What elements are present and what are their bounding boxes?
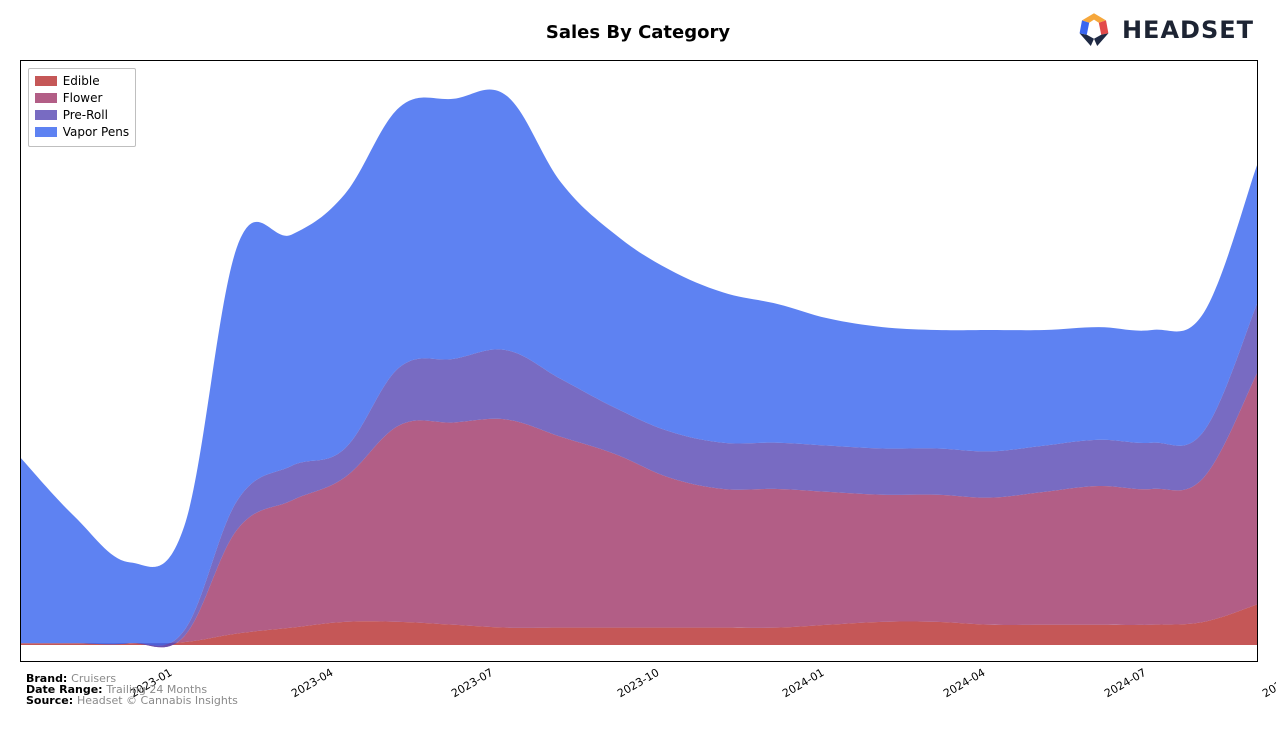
x-tick-label: 2023-07 [449, 666, 495, 700]
area-chart-svg [21, 61, 1257, 661]
legend-label: Edible [63, 73, 100, 90]
x-tick-label: 2023-04 [289, 666, 335, 700]
legend-swatch [35, 93, 57, 103]
headset-logo-text: HEADSET [1122, 16, 1254, 44]
chart-canvas: { "title": "Sales By Category", "title_f… [0, 0, 1276, 743]
legend-swatch [35, 127, 57, 137]
meta-line: Source: Headset © Cannabis Insights [26, 694, 238, 707]
legend-label: Vapor Pens [63, 124, 129, 141]
x-tick-label: 2024-04 [941, 666, 987, 700]
legend-item-pre-roll: Pre-Roll [35, 107, 129, 124]
x-tick-label: 2024-10 [1260, 666, 1276, 700]
headset-logo: HEADSET [1074, 10, 1254, 50]
legend-label: Pre-Roll [63, 107, 108, 124]
x-tick-label: 2024-01 [781, 666, 827, 700]
legend-swatch [35, 76, 57, 86]
legend-item-flower: Flower [35, 90, 129, 107]
x-tick-label: 2024-07 [1102, 666, 1148, 700]
legend: EdibleFlowerPre-RollVapor Pens [28, 68, 136, 147]
x-tick-label: 2023-10 [615, 666, 661, 700]
legend-label: Flower [63, 90, 103, 107]
legend-item-vapor-pens: Vapor Pens [35, 124, 129, 141]
legend-swatch [35, 110, 57, 120]
plot-area: EdibleFlowerPre-RollVapor Pens [20, 60, 1258, 662]
headset-logo-icon [1074, 10, 1114, 50]
legend-item-edible: Edible [35, 73, 129, 90]
